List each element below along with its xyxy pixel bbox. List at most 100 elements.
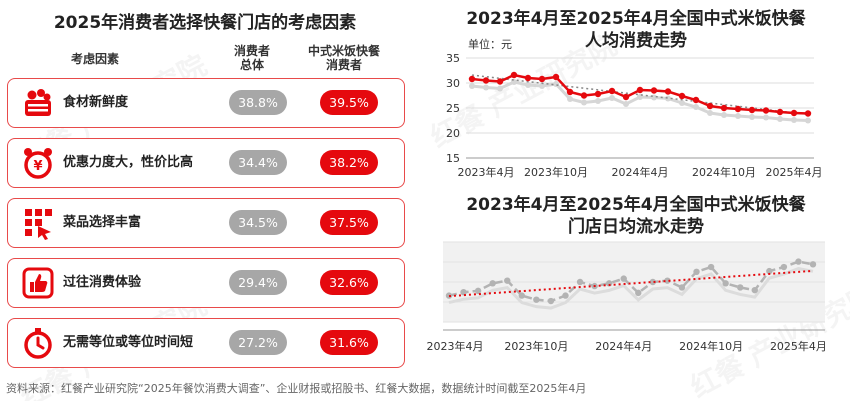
shadow-point bbox=[497, 85, 503, 92]
data-point bbox=[706, 102, 714, 110]
data-point bbox=[804, 110, 812, 117]
data-point bbox=[504, 277, 511, 284]
x-tick-label: 2025年4月 bbox=[766, 165, 823, 179]
data-point bbox=[737, 284, 744, 291]
shadow-point bbox=[483, 84, 489, 91]
data-point bbox=[533, 296, 540, 303]
data-point bbox=[510, 71, 518, 79]
x-tick-label: 2023年4月 bbox=[458, 165, 515, 179]
y-tick-label: 15 bbox=[446, 152, 460, 165]
series-shadow-line bbox=[448, 267, 814, 310]
data-point bbox=[795, 258, 802, 265]
factor-label: 过往消费体验 bbox=[63, 275, 142, 290]
data-point bbox=[650, 87, 658, 94]
factor-row: 过往消费体验 29.4% 32.6% bbox=[7, 258, 405, 308]
shadow-point bbox=[693, 104, 699, 110]
shadow-point bbox=[609, 95, 615, 101]
fast-food-value-pill: 37.5% bbox=[320, 210, 378, 235]
column-header-all-line1: 消费者 bbox=[233, 44, 270, 58]
column-header-factor: 考虑因素 bbox=[70, 52, 119, 66]
x-tick-label: 2023年4月 bbox=[427, 339, 484, 353]
x-tick-label: 2024年10月 bbox=[679, 339, 743, 353]
data-point bbox=[547, 297, 555, 305]
data-point bbox=[605, 280, 613, 287]
y-tick-label: 25 bbox=[446, 102, 460, 115]
data-point bbox=[748, 106, 756, 114]
shadow-point bbox=[581, 99, 587, 106]
data-point bbox=[460, 289, 467, 296]
left-title: 2025年消费者选择快餐门店的考虑因素 bbox=[53, 13, 357, 33]
data-point bbox=[751, 286, 758, 294]
shadow-point bbox=[469, 83, 475, 89]
shadow-point bbox=[707, 110, 713, 116]
data-point bbox=[518, 292, 525, 299]
overall-value-pill: 34.4% bbox=[229, 150, 287, 175]
unit-label: 单位：元 bbox=[468, 37, 512, 51]
shadow-point bbox=[791, 117, 797, 123]
factor-row: 食材新鲜度 38.8% 39.5% bbox=[7, 78, 405, 128]
data-point bbox=[594, 90, 602, 98]
data-point bbox=[468, 75, 476, 83]
data-point bbox=[692, 96, 700, 104]
shadow-point bbox=[651, 94, 657, 101]
data-point bbox=[576, 278, 584, 286]
data-point bbox=[766, 267, 773, 275]
svg-text:¥: ¥ bbox=[33, 159, 42, 174]
data-point bbox=[649, 278, 657, 286]
data-point bbox=[762, 107, 770, 114]
factor-label: 菜品选择丰富 bbox=[63, 215, 142, 230]
x-tick-label: 2024年4月 bbox=[595, 339, 652, 353]
source-note: 资料来源：红餐产业研究院“2025年餐饮消费大调查”、企业财报或招股书、红餐大数… bbox=[6, 382, 587, 395]
data-point bbox=[707, 263, 715, 271]
x-tick-label: 2023年10月 bbox=[524, 165, 588, 179]
alarm-clock-deal-icon: ¥ bbox=[24, 148, 52, 179]
data-point bbox=[678, 284, 686, 291]
data-point bbox=[474, 287, 482, 295]
fast-food-value-pill: 38.2% bbox=[320, 150, 378, 175]
y-tick-label: 30 bbox=[446, 77, 460, 90]
fast-food-value-pill: 39.5% bbox=[320, 90, 378, 115]
factor-row: 无需等位或等位时间短 27.2% 31.6% bbox=[7, 318, 405, 368]
overall-value-pill: 34.5% bbox=[229, 210, 287, 235]
data-point bbox=[552, 73, 560, 81]
shadow-point bbox=[553, 81, 559, 87]
thumbs-up-icon bbox=[22, 267, 54, 299]
data-point bbox=[580, 92, 588, 99]
column-header-all-line2: 总体 bbox=[239, 58, 264, 72]
data-point bbox=[693, 268, 700, 275]
data-point bbox=[538, 75, 546, 83]
data-point bbox=[524, 74, 532, 82]
data-point bbox=[664, 88, 672, 95]
data-point bbox=[780, 263, 788, 271]
x-tick-label: 2024年4月 bbox=[612, 165, 669, 179]
data-point bbox=[562, 292, 569, 299]
factor-row: ¥ 优惠力度大，性价比高 34.4% 38.2% bbox=[7, 138, 405, 188]
data-point bbox=[734, 105, 742, 113]
data-point bbox=[790, 109, 798, 117]
data-point bbox=[776, 108, 784, 116]
data-point bbox=[720, 104, 728, 112]
data-point bbox=[636, 86, 644, 94]
data-point bbox=[809, 261, 817, 268]
shadow-point bbox=[805, 117, 811, 124]
data-point bbox=[622, 93, 630, 101]
factor-label: 无需等位或等位时间短 bbox=[63, 335, 194, 350]
data-point bbox=[722, 280, 729, 287]
fast-food-value-pill: 32.6% bbox=[320, 270, 378, 295]
data-point bbox=[678, 92, 686, 100]
y-tick-label: 35 bbox=[446, 52, 460, 65]
factor-row: 菜品选择丰富 34.5% 37.5% bbox=[7, 198, 405, 248]
stopwatch-icon bbox=[24, 328, 52, 359]
x-tick-label: 2025年4月 bbox=[770, 339, 827, 353]
data-point bbox=[664, 277, 671, 284]
shadow-point bbox=[735, 113, 741, 119]
trend-line bbox=[448, 269, 814, 298]
fresh-basket-icon bbox=[25, 89, 51, 116]
data-point bbox=[620, 275, 627, 282]
x-tick-label: 2024年10月 bbox=[692, 165, 756, 179]
data-point bbox=[489, 280, 496, 287]
column-header-all: 消费者 总体 bbox=[216, 44, 288, 72]
shadow-point bbox=[595, 98, 601, 104]
chart1-title: 2023年4月至2025年4月全国中式米饭快餐人均消费走势 bbox=[466, 9, 806, 51]
data-point bbox=[482, 77, 490, 84]
